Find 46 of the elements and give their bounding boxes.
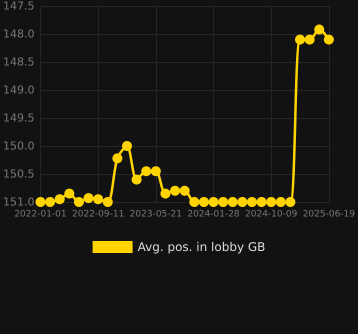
point (54, 194, 65, 204)
point (256, 197, 267, 207)
point (285, 197, 296, 207)
point (228, 197, 238, 207)
point (218, 197, 228, 207)
x-tick-label: 2024-10-09 (245, 210, 298, 220)
x-tick-label: 2022-09-11 (72, 210, 124, 220)
point (84, 193, 94, 204)
y-tick-label: 147.5 (2, 0, 34, 12)
point (122, 141, 132, 151)
point (208, 197, 219, 207)
legend-label: Avg. pos. in lobby GB (138, 240, 266, 254)
y-tick-label: 149.0 (2, 84, 34, 96)
y-tick-label: 150.0 (2, 140, 34, 152)
y-tick-label: 151.0 (2, 196, 34, 208)
point (36, 197, 46, 207)
x-tick-label: 2022-01-01 (14, 210, 67, 220)
point (266, 197, 276, 207)
y-tick-label: 148.5 (2, 56, 34, 68)
point (246, 197, 257, 207)
point (141, 166, 152, 176)
y-tick-label: 148.0 (2, 28, 34, 40)
point (74, 197, 84, 207)
point (160, 188, 170, 199)
point (45, 197, 56, 207)
y-tick-label: 149.5 (2, 112, 34, 124)
point (314, 24, 324, 35)
x-tick-label: 2025-06-19 (302, 210, 356, 220)
point (237, 197, 248, 207)
point (112, 153, 122, 164)
point (276, 197, 286, 207)
point (170, 186, 180, 196)
x-tick-label: 2024-01-28 (187, 210, 240, 220)
point (324, 34, 334, 45)
point (189, 197, 200, 207)
point (64, 188, 74, 199)
point (102, 197, 113, 207)
point (198, 197, 209, 207)
point (304, 34, 315, 45)
point (93, 194, 104, 204)
point (180, 186, 190, 196)
point (295, 34, 306, 45)
point (132, 174, 142, 185)
y-tick-label: 150.5 (2, 168, 34, 180)
x-tick-label: 2023-05-21 (130, 210, 182, 220)
point (150, 166, 161, 176)
